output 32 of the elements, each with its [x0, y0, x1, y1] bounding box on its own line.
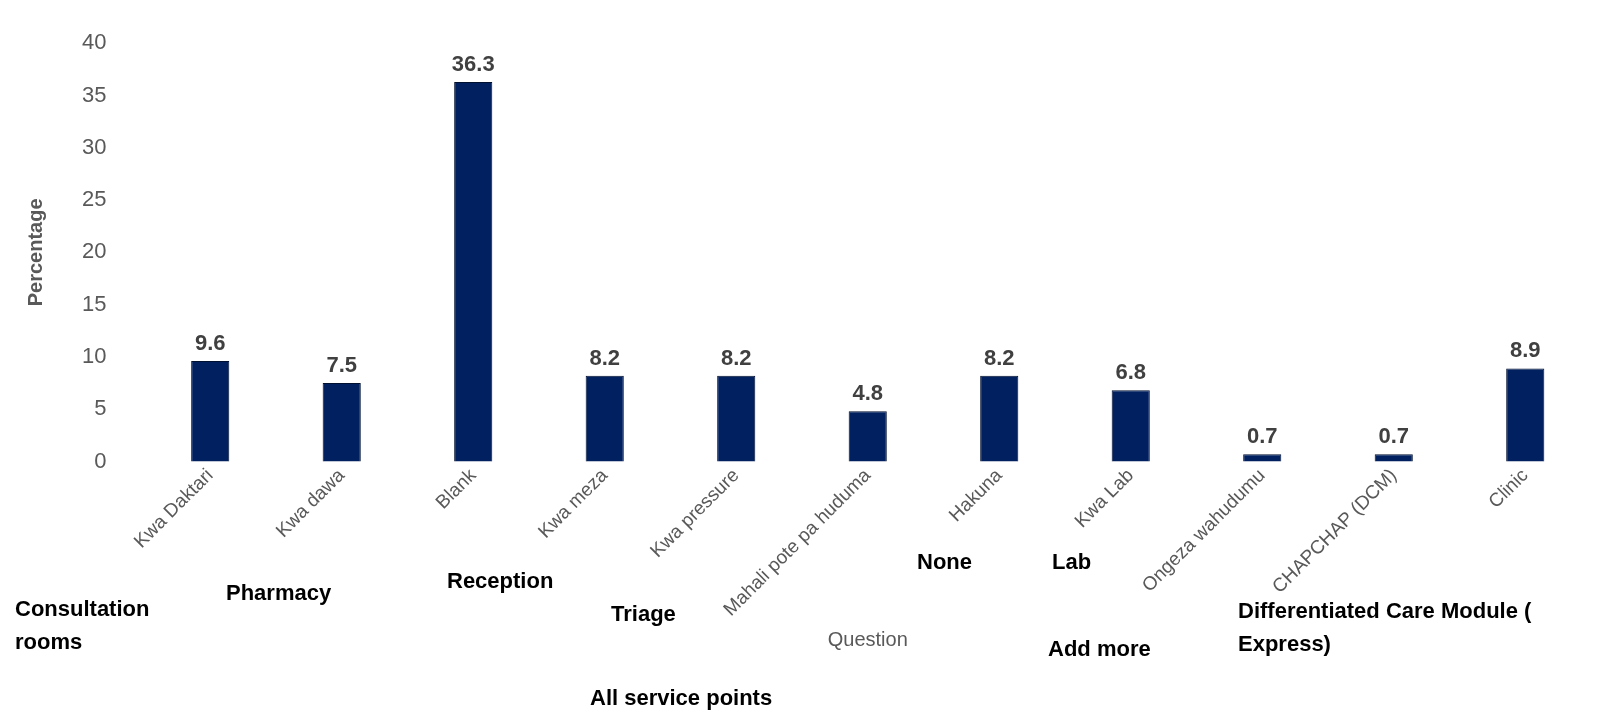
data-label: 0.7	[1378, 423, 1410, 449]
data-label: 8.2	[720, 344, 752, 370]
text: Triage	[611, 601, 676, 626]
text: Pharmacy	[226, 579, 333, 607]
data-label: 9.6	[194, 330, 226, 356]
y-tick-label: 25	[81, 186, 107, 212]
y-tick-label: 35	[81, 81, 107, 107]
y-tick-label: 5	[94, 395, 107, 421]
text: Lab	[1052, 549, 1092, 574]
y-axis-title: Percentage	[23, 198, 46, 307]
y-tick-label: 10	[81, 342, 107, 368]
text: Add more	[1048, 636, 1151, 661]
y-tick-label: 20	[81, 238, 107, 264]
text: Consultation rooms	[15, 595, 151, 656]
text: Differentiated Care Module ( Express)	[1238, 598, 1532, 656]
text: All service points	[590, 684, 774, 712]
text: None	[917, 549, 972, 574]
data-label: 8.9	[1509, 337, 1541, 363]
y-tick-label: 0	[94, 447, 107, 473]
data-label: 4.8	[852, 380, 884, 406]
data-label: 8.2	[983, 344, 1015, 370]
data-label: 0.7	[1246, 423, 1278, 449]
text: Reception	[447, 567, 555, 595]
y-tick-label: 40	[81, 29, 107, 55]
data-label: 7.5	[326, 352, 358, 378]
y-tick-label: 15	[81, 290, 107, 316]
x-tick-label: Kwa Lab	[1070, 464, 1138, 532]
data-label: 36.3	[451, 50, 495, 76]
x-axis-title: Question	[827, 627, 908, 650]
data-label: 6.8	[1115, 359, 1147, 385]
data-label: 8.2	[589, 344, 621, 370]
y-tick-label: 30	[81, 133, 107, 159]
